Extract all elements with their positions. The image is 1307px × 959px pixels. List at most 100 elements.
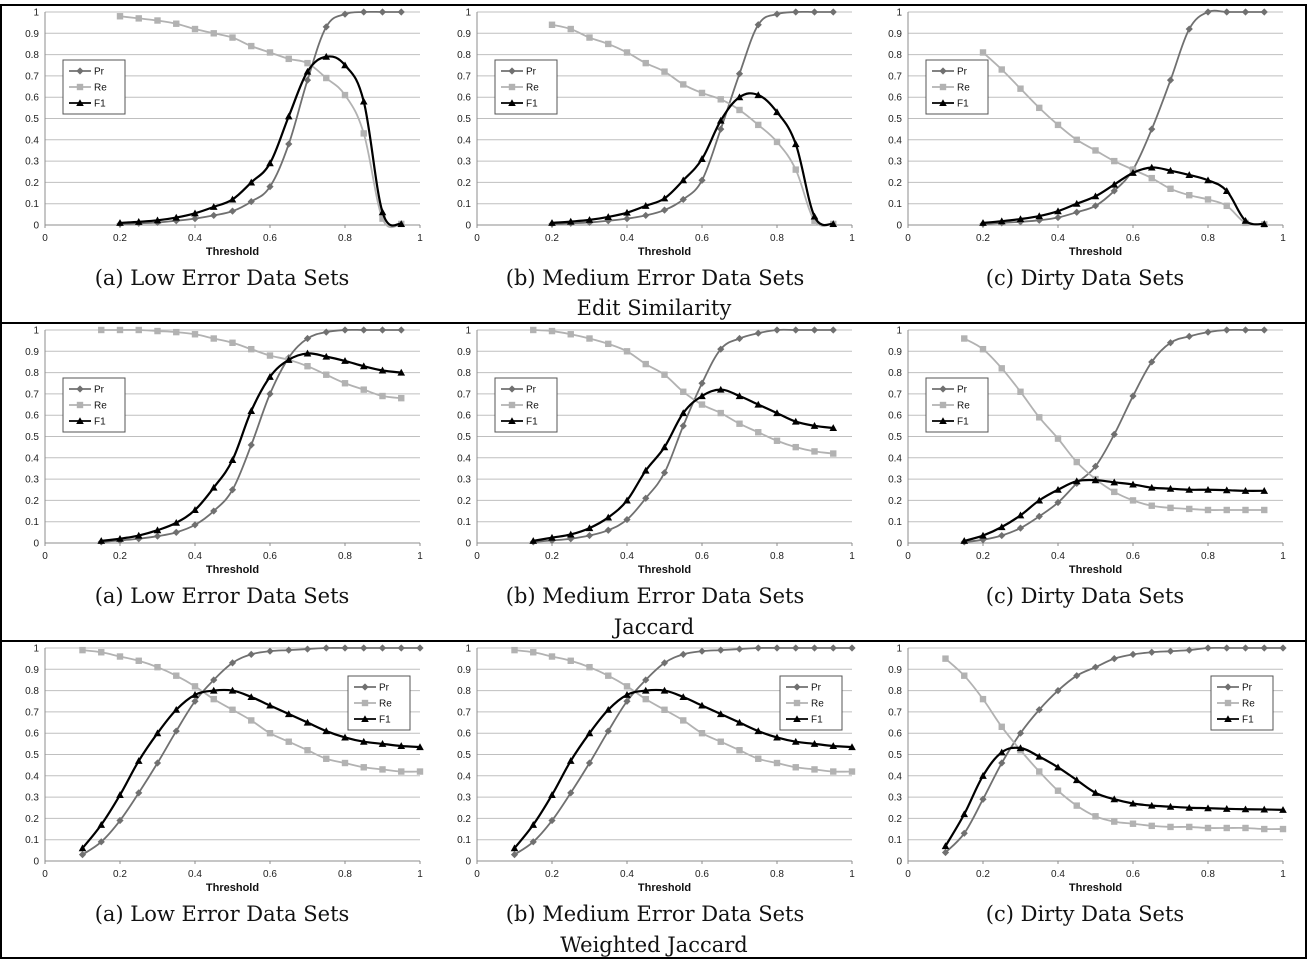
point-pr xyxy=(754,21,762,29)
row-caption-2: Jaccard xyxy=(613,615,695,639)
point-pr xyxy=(247,441,255,449)
point-re xyxy=(605,672,612,679)
point-re xyxy=(173,20,180,27)
y-tick-label: 0.9 xyxy=(888,29,902,40)
point-f1 xyxy=(322,52,331,60)
point-pr xyxy=(735,334,744,343)
point-f1 xyxy=(1110,478,1119,486)
point-f1 xyxy=(116,534,124,542)
y-tick-label: 0.1 xyxy=(25,835,39,846)
y-tick-label: 0.3 xyxy=(25,157,39,168)
x-axis-label: Threshold xyxy=(1069,564,1122,576)
point-re xyxy=(266,730,274,737)
point-re xyxy=(154,17,161,24)
point-f1 xyxy=(604,705,613,713)
y-tick-label: 0.6 xyxy=(888,729,902,740)
point-f1 xyxy=(1222,805,1231,812)
y-tick-label: 1 xyxy=(896,326,902,337)
legend-label-pr: Pr xyxy=(526,385,537,396)
point-re xyxy=(398,768,405,775)
point-pr xyxy=(341,326,349,334)
point-f1 xyxy=(979,531,987,539)
point-re xyxy=(755,429,762,436)
point-re xyxy=(1036,768,1043,775)
point-f1 xyxy=(1091,789,1100,796)
y-tick-label: 0.6 xyxy=(457,93,471,104)
y-tick-label: 0.6 xyxy=(888,93,902,104)
point-re xyxy=(1092,147,1099,154)
point-pr xyxy=(1016,729,1025,737)
point-f1 xyxy=(1204,176,1212,184)
point-re xyxy=(717,96,724,103)
y-tick-label: 0 xyxy=(896,221,902,232)
point-f1 xyxy=(1185,485,1194,493)
legend-marker-pr xyxy=(361,683,369,691)
legend-label-f1: F1 xyxy=(94,99,106,110)
point-pr xyxy=(623,515,631,524)
point-f1 xyxy=(172,213,181,221)
point-re xyxy=(605,340,612,348)
point-f1 xyxy=(247,693,256,701)
x-tick-label: 0.4 xyxy=(620,233,634,244)
legend-marker-f1 xyxy=(508,417,516,425)
point-re xyxy=(642,59,649,67)
x-tick-label: 1 xyxy=(1280,869,1286,880)
legend-label-f1: F1 xyxy=(811,715,823,726)
point-f1 xyxy=(1260,220,1269,227)
point-f1 xyxy=(510,844,519,852)
point-pr xyxy=(717,646,725,654)
point-re xyxy=(511,646,518,654)
point-f1 xyxy=(416,743,424,751)
point-re xyxy=(1204,824,1212,832)
point-f1 xyxy=(359,97,368,105)
y-tick-label: 1 xyxy=(896,644,902,655)
series-line-f1 xyxy=(119,55,402,227)
x-tick-label: 0.4 xyxy=(620,869,634,880)
x-tick-label: 0 xyxy=(474,551,480,562)
point-f1 xyxy=(191,209,199,217)
y-tick-label: 0.7 xyxy=(457,389,471,400)
point-f1 xyxy=(585,729,594,737)
y-tick-label: 0.9 xyxy=(25,347,39,358)
y-tick-label: 0.2 xyxy=(25,496,39,507)
point-f1 xyxy=(153,729,162,737)
point-re xyxy=(191,25,199,33)
point-pr xyxy=(829,326,837,334)
point-re xyxy=(736,420,743,427)
point-re xyxy=(1111,488,1118,496)
y-tick-label: 0.7 xyxy=(25,707,39,718)
chart-5: 0 0.1 0.2 0.3 0.4 0.5 0.6 0.7 0.8 0.9 1 0 0.2 0.4 0.6 0… xyxy=(457,326,855,577)
point-f1 xyxy=(378,740,387,747)
x-tick-label: 0.6 xyxy=(1126,869,1140,880)
y-tick-label: 0.2 xyxy=(888,814,902,825)
point-f1 xyxy=(1035,496,1044,504)
series-line-pr xyxy=(533,328,834,543)
point-f1 xyxy=(1072,776,1081,784)
y-tick-label: 0.8 xyxy=(888,50,902,61)
y-tick-label: 1 xyxy=(896,8,902,19)
point-pr xyxy=(1223,326,1231,334)
subfigure-caption: (b) Medium Error Data Sets xyxy=(505,266,805,290)
point-re xyxy=(1167,823,1174,831)
y-tick-label: 0.6 xyxy=(25,729,39,740)
point-re xyxy=(530,649,537,656)
point-f1 xyxy=(679,409,688,417)
point-f1 xyxy=(773,108,781,116)
series-line-pr xyxy=(551,10,834,225)
x-tick-label: 0.6 xyxy=(695,869,709,880)
point-re xyxy=(792,443,799,451)
legend-marker-f1 xyxy=(1224,715,1232,723)
point-pr xyxy=(1185,25,1193,33)
x-tick-label: 0.4 xyxy=(620,551,634,562)
point-pr xyxy=(735,70,744,78)
y-tick-label: 0.3 xyxy=(25,475,39,486)
y-tick-label: 0.9 xyxy=(888,665,902,676)
y-tick-label: 0 xyxy=(465,539,471,550)
point-re xyxy=(680,81,687,88)
legend-label-f1: F1 xyxy=(94,417,106,428)
point-f1 xyxy=(303,349,312,357)
point-pr xyxy=(810,326,819,334)
x-tick-label: 0.6 xyxy=(263,551,277,562)
legend-marker-f1 xyxy=(361,715,369,723)
point-f1 xyxy=(378,366,387,374)
